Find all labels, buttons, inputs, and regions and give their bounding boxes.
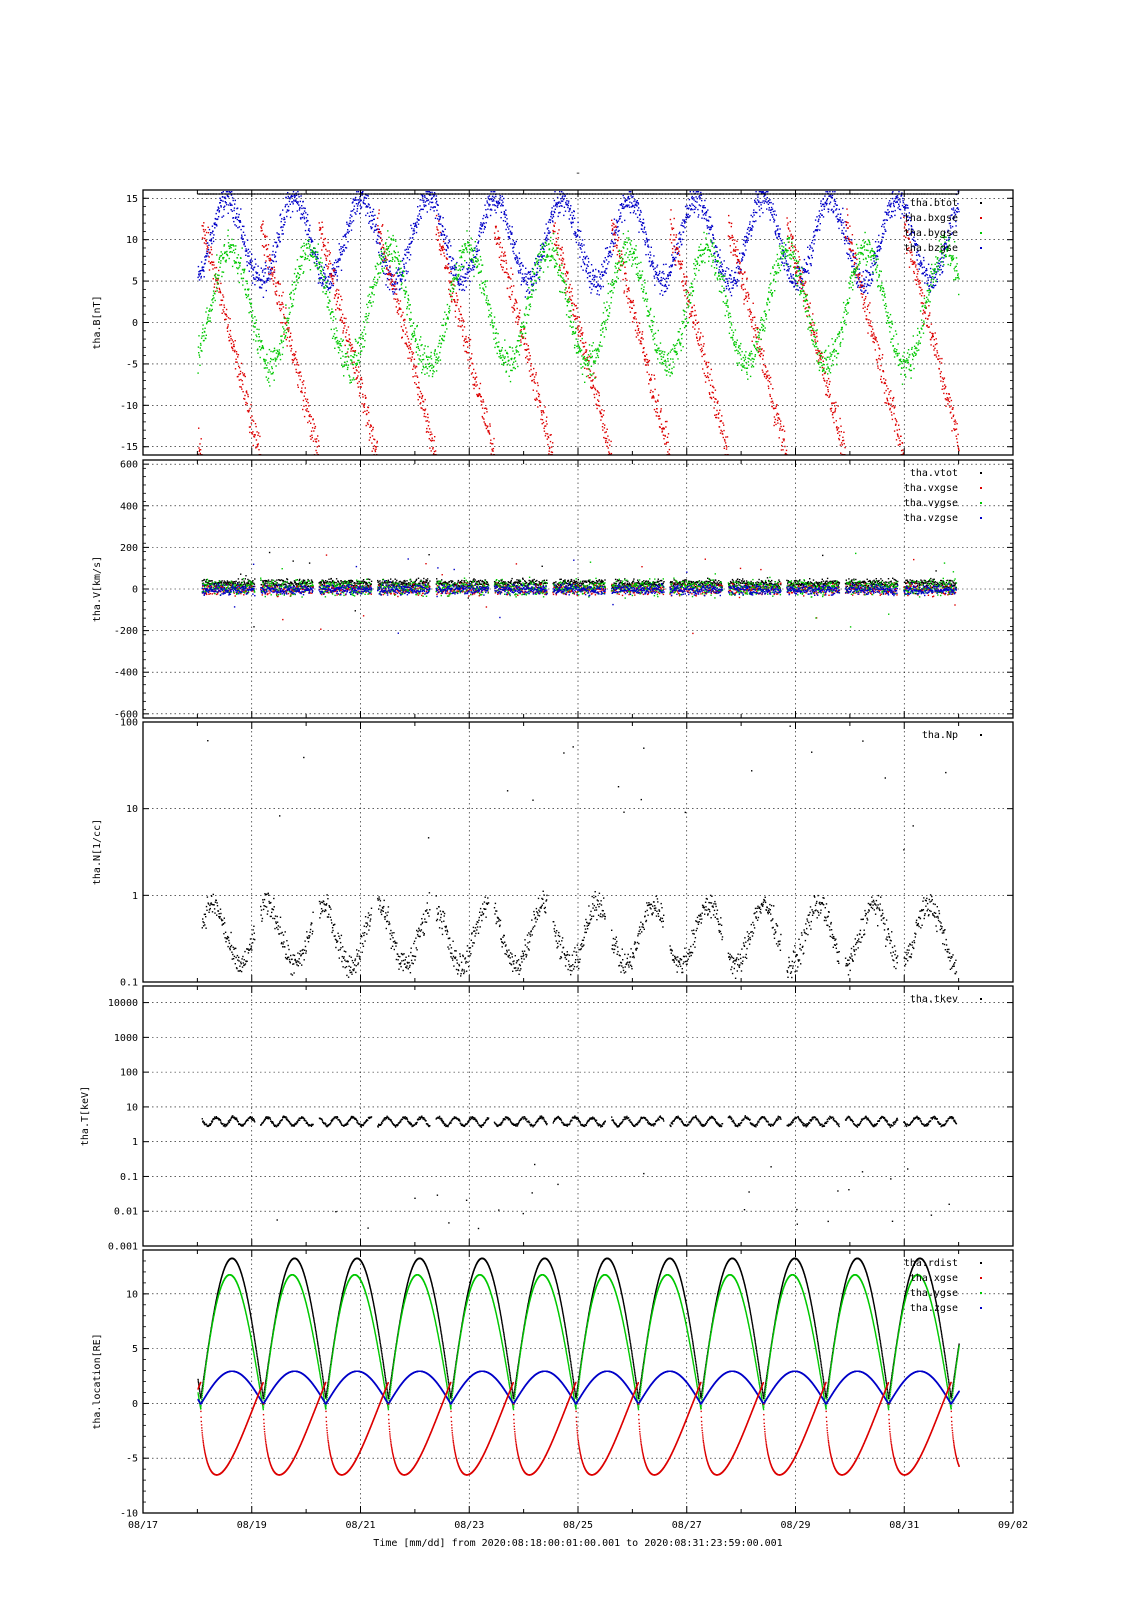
panel-frame <box>142 189 1014 456</box>
y-tick-label: -400 <box>114 668 138 679</box>
y-tick-label: 0.1 <box>120 978 138 989</box>
legend-entry: tha.rdist <box>904 1258 958 1269</box>
legend-marker <box>980 217 982 219</box>
legend-marker <box>980 487 982 489</box>
x-axis-footer: Time [mm/dd] from 2020:08:18:00:01:00.00… <box>373 1538 782 1549</box>
y-tick-label: 1000 <box>114 1033 138 1044</box>
y-tick-label: -5 <box>126 359 138 370</box>
y-tick-label: -5 <box>126 1454 138 1465</box>
x-tick-label: 08/23 <box>454 1520 484 1531</box>
y-tick-label: 0.001 <box>108 1242 138 1253</box>
legend-entry: tha.vxgse <box>904 483 958 494</box>
series-tha-btot <box>197 193 959 195</box>
legend-marker <box>980 247 982 249</box>
legend-entry: tha.tkev <box>910 994 958 1005</box>
series-tha-tkev <box>201 1115 958 1230</box>
legend-entry: tha.vtot <box>910 468 958 479</box>
legend-entry: tha.bygse <box>904 228 958 239</box>
grid-layer <box>143 190 1013 1514</box>
y-tick-label: 5 <box>132 277 138 288</box>
x-tick-label: 08/25 <box>563 1520 593 1531</box>
y-tick-label: 1 <box>132 1137 138 1148</box>
panel-frame <box>142 1249 1014 1514</box>
data-layer <box>197 191 960 1476</box>
y-tick-label: 10 <box>126 1289 138 1300</box>
x-tick-label: 08/17 <box>128 1520 158 1531</box>
x-tick-label: 08/31 <box>889 1520 919 1531</box>
y-tick-label: 200 <box>120 543 138 554</box>
legend-marker <box>980 734 982 736</box>
y-tick-label: 15 <box>126 194 138 205</box>
y-tick-label: 10 <box>126 1102 138 1113</box>
series-tha-ygse <box>197 1274 960 1411</box>
panel-frame <box>142 721 1014 983</box>
text-layer: - Time [mm/dd] from 2020:08:18:00:01:00.… <box>80 168 1028 1549</box>
y-tick-label: 1 <box>132 891 138 902</box>
y-tick-label: 5 <box>132 1344 138 1355</box>
y-tick-label: 0.01 <box>114 1207 138 1218</box>
y-tick-label: 0.1 <box>120 1172 138 1183</box>
y-tick-label: 0 <box>132 1399 138 1410</box>
y-axis-label: tha.T[keV] <box>80 1086 91 1146</box>
y-tick-label: 100 <box>120 1068 138 1079</box>
y-tick-label: -10 <box>120 1509 138 1520</box>
legend-marker <box>980 517 982 519</box>
y-tick-label: 10000 <box>108 998 138 1009</box>
y-tick-label: 600 <box>120 460 138 471</box>
y-tick-label: 100 <box>120 718 138 729</box>
legend-marker <box>980 232 982 234</box>
chart-title: - <box>575 168 581 179</box>
x-tick-label: 08/29 <box>780 1520 810 1531</box>
series-tha-bzgse <box>197 191 960 298</box>
legend-marker <box>980 472 982 474</box>
legend-entry: tha.Np <box>922 730 958 741</box>
legend-entry: tha.ygse <box>910 1288 958 1299</box>
frame-layer <box>142 189 1014 1514</box>
legend-marker <box>980 202 982 204</box>
legend-entry: tha.xgse <box>910 1273 958 1284</box>
legend-entry: tha.vygse <box>904 498 958 509</box>
x-tick-label: 08/27 <box>672 1520 702 1531</box>
legend-marker <box>980 1262 982 1264</box>
y-tick-label: -200 <box>114 626 138 637</box>
legend-marker <box>980 1292 982 1294</box>
y-tick-label: 0 <box>132 585 138 596</box>
panel-frame <box>142 985 1014 1247</box>
y-tick-label: -10 <box>120 401 138 412</box>
panel-frame <box>142 459 1014 719</box>
y-axis-label: tha.N[1/cc] <box>92 819 103 885</box>
legend-marker <box>980 1277 982 1279</box>
y-axis-label: tha.location[RE] <box>92 1333 103 1429</box>
x-tick-label: 08/19 <box>237 1520 267 1531</box>
y-tick-label: 10 <box>126 235 138 246</box>
series-tha-Np <box>201 725 958 979</box>
y-tick-label: 400 <box>120 501 138 512</box>
legend-marker <box>980 1307 982 1309</box>
legend-entry: tha.bxgse <box>904 213 958 224</box>
series-tha-zgse <box>197 1370 960 1405</box>
series-tha-bygse <box>197 229 960 387</box>
y-tick-label: -15 <box>120 442 138 453</box>
legend-entry: tha.vzgse <box>904 513 958 524</box>
x-tick-label: 08/21 <box>345 1520 375 1531</box>
series-tha-vzgse <box>201 558 957 634</box>
legend-marker <box>980 998 982 1000</box>
series-tha-xgse <box>197 1381 960 1476</box>
y-tick-label: 0 <box>132 318 138 329</box>
y-axis-label: tha.V[km/s] <box>92 556 103 622</box>
legend-entry: tha.btot <box>910 198 958 209</box>
y-axis-label: tha.B[nT] <box>92 295 103 349</box>
legend-entry: tha.bzgse <box>904 243 958 254</box>
y-tick-label: 10 <box>126 804 138 815</box>
legend-marker <box>980 502 982 504</box>
y-tick-label: -600 <box>114 709 138 720</box>
x-tick-label: 09/02 <box>998 1520 1028 1531</box>
legend-entry: tha.zgse <box>910 1303 958 1314</box>
